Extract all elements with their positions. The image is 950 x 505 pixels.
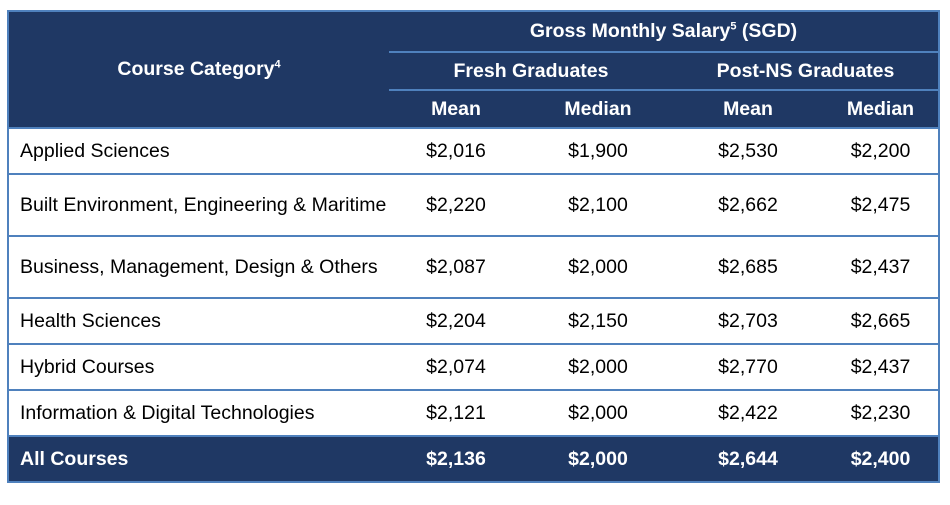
course-name: Hybrid Courses [9, 343, 389, 390]
course-name: Applied Sciences [9, 127, 389, 174]
fresh-mean-cell: $2,204 [389, 297, 523, 344]
fresh-mean-cell: $2,087 [389, 235, 523, 298]
course-name: Information & Digital Technologies [9, 389, 389, 436]
fresh-graduates-header: Fresh Graduates [389, 52, 673, 91]
table-row: Built Environment, Engineering & Maritim… [9, 173, 939, 236]
postns-median-cell: $2,665 [823, 297, 939, 344]
fresh-median-cell: $2,000 [523, 343, 673, 390]
total-postns-mean: $2,644 [673, 435, 823, 481]
postns-median-header: Median [823, 90, 939, 128]
fresh-mean-header: Mean [389, 90, 523, 128]
salary-table-container: Course Category4 Gross Monthly Salary5 (… [7, 10, 940, 483]
fresh-mean-cell: $2,220 [389, 173, 523, 236]
gross-monthly-salary-header: Gross Monthly Salary5 (SGD) [389, 12, 939, 53]
table-row: Information & Digital Technologies $2,12… [9, 389, 939, 436]
postns-mean-header: Mean [673, 90, 823, 128]
postns-median-cell: $2,437 [823, 343, 939, 390]
course-name: Built Environment, Engineering & Maritim… [9, 173, 389, 236]
course-name: Business, Management, Design & Others [9, 235, 389, 298]
postns-median-cell: $2,437 [823, 235, 939, 298]
fresh-median-header: Median [523, 90, 673, 128]
postns-mean-cell: $2,770 [673, 343, 823, 390]
fresh-median-cell: $2,150 [523, 297, 673, 344]
course-category-label: Course Category [117, 58, 275, 80]
postns-mean-cell: $2,703 [673, 297, 823, 344]
post-ns-graduates-header: Post-NS Graduates [673, 52, 939, 91]
postns-median-cell: $2,200 [823, 127, 939, 174]
table-row: Hybrid Courses $2,074 $2,000 $2,770 $2,4… [9, 343, 939, 390]
total-postns-median: $2,400 [823, 435, 939, 481]
fresh-median-cell: $2,000 [523, 389, 673, 436]
postns-mean-cell: $2,530 [673, 127, 823, 174]
table-header: Course Category4 Gross Monthly Salary5 (… [9, 12, 939, 128]
course-name: Health Sciences [9, 297, 389, 344]
total-row: All Courses $2,136 $2,000 $2,644 $2,400 [9, 435, 939, 481]
table-body: Applied Sciences $2,016 $1,900 $2,530 $2… [9, 127, 939, 481]
total-fresh-median: $2,000 [523, 435, 673, 481]
salary-table: Course Category4 Gross Monthly Salary5 (… [9, 12, 939, 481]
table-row: Applied Sciences $2,016 $1,900 $2,530 $2… [9, 127, 939, 174]
total-fresh-mean: $2,136 [389, 435, 523, 481]
fresh-median-cell: $1,900 [523, 127, 673, 174]
salary-title: Gross Monthly Salary [529, 20, 731, 42]
table-row: Health Sciences $2,204 $2,150 $2,703 $2,… [9, 297, 939, 344]
table-row: Business, Management, Design & Others $2… [9, 235, 939, 298]
fresh-median-cell: $2,000 [523, 235, 673, 298]
postns-mean-cell: $2,685 [673, 235, 823, 298]
postns-mean-cell: $2,422 [673, 389, 823, 436]
postns-median-cell: $2,230 [823, 389, 939, 436]
salary-unit: (SGD) [736, 20, 798, 42]
total-label: All Courses [9, 435, 389, 481]
fresh-median-cell: $2,100 [523, 173, 673, 236]
course-category-header: Course Category4 [9, 12, 389, 128]
fresh-mean-cell: $2,121 [389, 389, 523, 436]
footnote-4: 4 [274, 58, 281, 71]
postns-median-cell: $2,475 [823, 173, 939, 236]
fresh-mean-cell: $2,074 [389, 343, 523, 390]
footnote-5: 5 [730, 20, 737, 33]
fresh-mean-cell: $2,016 [389, 127, 523, 174]
postns-mean-cell: $2,662 [673, 173, 823, 236]
